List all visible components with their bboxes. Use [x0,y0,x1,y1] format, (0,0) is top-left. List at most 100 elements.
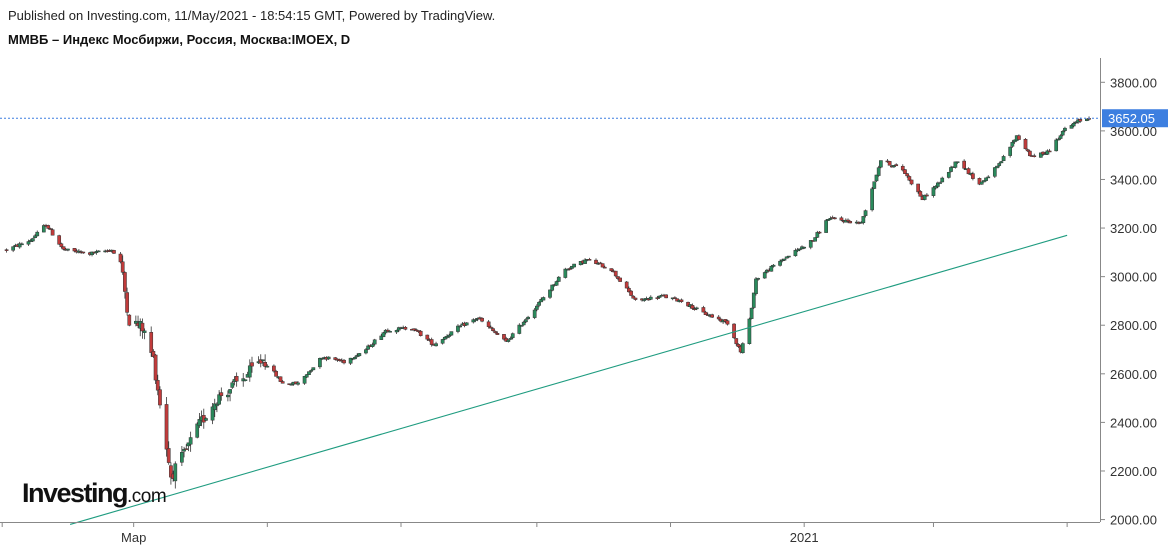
y-tick-label: 2000.00 [1110,513,1157,528]
candle-body [1063,127,1067,131]
candle-body [554,281,559,286]
candle-body [815,232,820,238]
candle-body [318,358,322,368]
candle-body [874,174,879,182]
candle-body [61,246,66,250]
candle-body [756,278,761,280]
candle-body [1008,146,1013,156]
candle-body [876,167,881,176]
candle-body [909,179,914,185]
candle-body [690,305,695,309]
last-price-box [1102,109,1168,128]
candle-body [508,338,513,340]
candle-body [412,328,416,331]
candle-body [510,333,515,338]
candle-body [289,384,294,386]
candle-body [212,403,217,411]
candle-body [675,298,679,302]
candle-body [57,235,62,245]
candle-body [20,243,24,246]
candle-body [935,182,940,187]
candle-body [716,316,721,320]
candle-body [655,297,660,299]
candle-body [217,394,221,405]
candle-body [664,294,668,299]
candle-body [894,164,899,167]
candle-body [1078,119,1083,122]
candle-body [953,161,958,168]
candle-body [379,335,384,340]
candle-body [736,344,741,347]
candle-body [594,259,598,264]
candle-body [762,272,767,279]
candle-body [434,343,438,347]
candle-body [50,229,55,236]
y-tick-label: 3000.00 [1110,270,1157,285]
candle-body [296,382,300,385]
candle-body [861,216,866,223]
candle-body [247,365,252,378]
candle-body [535,305,539,310]
candle-body [11,246,15,251]
candle-body [570,265,574,269]
candle-body [258,359,263,364]
candle-body [769,265,774,272]
candle-body [732,323,736,339]
y-tick-label: 2800.00 [1110,318,1157,333]
candle-body [1069,125,1074,129]
candle-body [609,268,614,272]
candle-body [440,339,445,344]
candle-body [26,241,31,245]
candle-body [648,296,653,300]
candle-body [370,344,375,347]
candle-body [541,297,546,301]
candle-body [839,217,844,221]
candle-body [946,172,951,178]
candle-body [583,259,587,264]
candle-body [348,357,353,364]
candle-body [480,317,484,322]
candle-body [142,330,147,333]
candle-body [673,297,677,299]
candle-body [918,191,923,197]
candle-body [1045,150,1050,155]
candle-body [488,326,493,329]
candle-body [226,394,230,398]
candle-body [353,357,357,360]
candle-body [631,295,636,299]
candle-body [1047,150,1052,153]
candle-body [613,270,618,277]
candle-body [808,240,813,248]
candle-body [826,219,831,221]
candle-body [4,249,9,251]
candle-body [782,258,787,261]
candle-body [916,183,920,193]
candle-body [486,321,491,327]
candle-body [326,356,331,360]
candle-body [710,314,715,318]
logo-suffix: .com [127,486,167,507]
candle-body [907,176,912,181]
symbol-title: ММВБ – Индекс Мосбиржи, Россия, Москва:I… [8,32,351,47]
candle-body [938,182,942,184]
candle-body [311,367,316,371]
y-tick-label: 2400.00 [1110,415,1157,430]
candle-body [48,228,53,230]
candle-body [602,266,607,269]
candle-body [385,329,390,332]
candle-body [1085,118,1089,121]
candle-body [848,221,853,224]
candle-body [870,188,874,211]
candle-body [548,289,552,298]
candle-body [642,298,647,301]
candle-body [749,307,754,319]
candle-body [627,287,631,293]
investing-logo: Investing.com [22,478,167,509]
candle-body [931,187,936,196]
candle-body [46,225,51,229]
candle-body [491,328,495,331]
candle-body [274,371,278,377]
candle-body [250,362,254,367]
y-tick-label: 3800.00 [1110,75,1157,90]
candle-body [567,268,572,270]
